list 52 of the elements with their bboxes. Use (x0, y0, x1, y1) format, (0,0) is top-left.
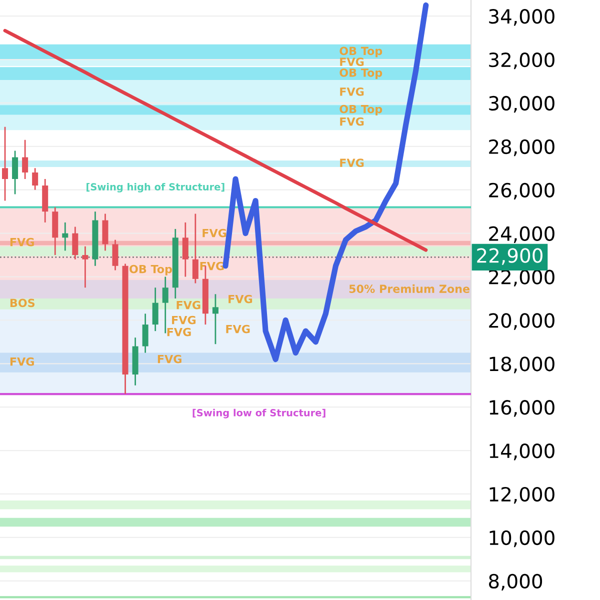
candlestick (62, 222, 68, 252)
line-series (3, 28, 428, 252)
y-tick-label: 8,000 (488, 574, 542, 591)
ref-line-label: [Swing low of Structure] (192, 408, 326, 418)
band-label: 50% Premium Zone (349, 284, 470, 294)
y-tick-label: 14,000 (490, 444, 554, 460)
y-tick-label: 34,000 (489, 9, 554, 26)
ref-line-label: [Swing high of Structure] (86, 182, 224, 192)
band-label: FVG (340, 87, 364, 96)
y-tick-label: 16,000 (490, 400, 554, 417)
candlestick (102, 213, 108, 252)
candlestick (32, 167, 38, 191)
candlestick (112, 239, 118, 271)
candlestick (22, 139, 28, 180)
annotation: OB Top (130, 264, 172, 276)
y-tick-label: 30,000 (489, 96, 554, 113)
y-tick-label: 28,000 (489, 139, 554, 156)
y-tick-label: 10,000 (490, 530, 554, 548)
annotation: FVG (228, 294, 252, 304)
candlestick (212, 293, 218, 345)
y-tick-label: 18,000 (490, 356, 554, 374)
candlestick (12, 150, 18, 195)
candlestick (162, 276, 168, 334)
band-label: FVG (340, 117, 364, 126)
y-tick-label: 22,000 (489, 270, 554, 286)
annotation: FVG (167, 328, 191, 336)
annotation: FVG (158, 354, 182, 364)
y-tick-label: 24,000 (489, 226, 554, 243)
candlestick (192, 213, 198, 284)
annotation: FVG (202, 228, 226, 238)
annotation: FVG (172, 316, 196, 324)
ref-line-label: 22,900 (477, 248, 542, 265)
annotation: FVG (226, 324, 250, 334)
band-label: OB Top (340, 104, 382, 116)
band-label: FVG (10, 238, 34, 246)
band-label: FVG (340, 158, 364, 168)
band-label: OB Top (340, 68, 382, 80)
candlestick (2, 126, 8, 202)
candlestick (182, 222, 188, 278)
candlestick (72, 226, 78, 260)
candlestick (152, 286, 158, 332)
band-label: FVG (340, 58, 364, 66)
y-tick-label: 26,000 (489, 182, 554, 200)
annotation: FVG (176, 300, 200, 310)
band-label: OB Top (340, 46, 382, 58)
y-tick-label: 32,000 (489, 52, 554, 70)
band-label: BOS (10, 298, 35, 308)
candlestick (82, 246, 88, 288)
y-tick-label: 20,000 (489, 313, 554, 330)
y-tick-label: 12,000 (490, 486, 554, 504)
candlestick (142, 312, 148, 354)
band-label: FVG (10, 357, 34, 366)
